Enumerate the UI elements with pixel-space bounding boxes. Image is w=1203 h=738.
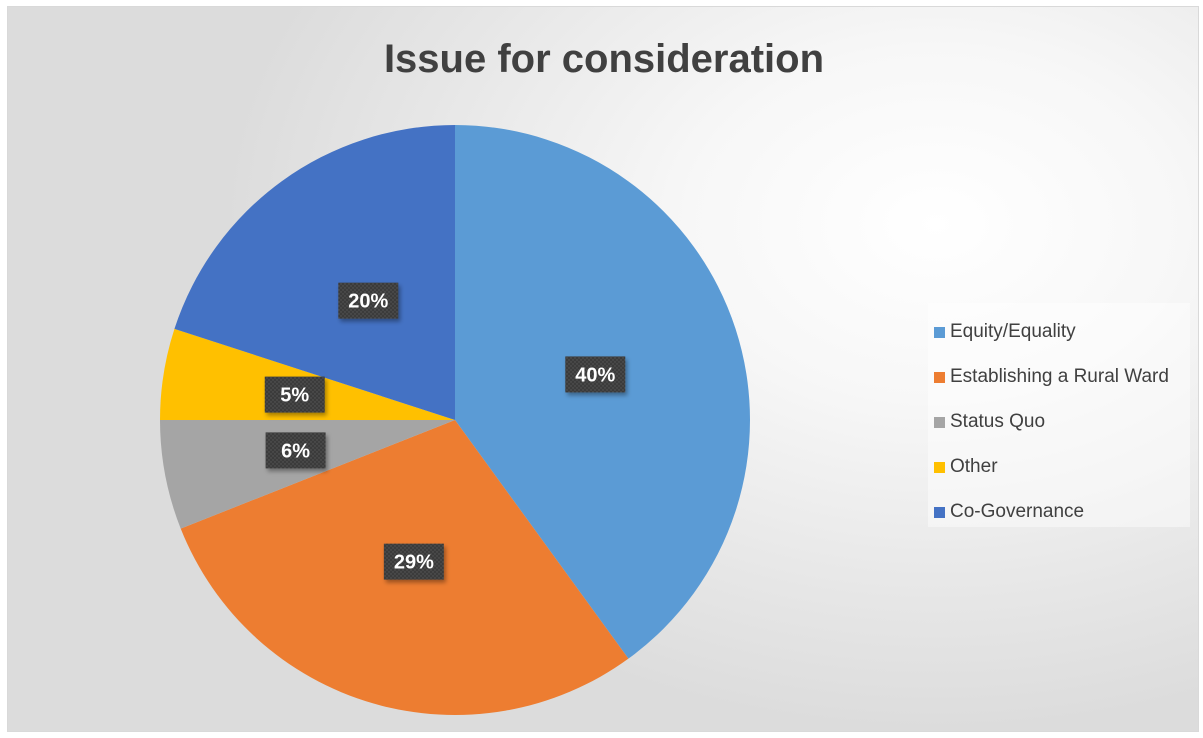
legend-label: Status Quo [950,411,1045,433]
data-label-text: 5% [280,385,309,407]
legend-item: Establishing a Rural Ward [934,366,1169,388]
data-label: 40% [565,356,625,392]
data-label-text: 40% [575,364,615,386]
legend-swatch [934,372,945,383]
data-label: 6% [266,432,326,468]
data-label-text: 6% [281,440,310,462]
legend-item: Equity/Equality [934,321,1076,343]
data-label-text: 29% [394,552,434,574]
legend-swatch [934,507,945,518]
legend-swatch [934,327,945,338]
data-label: 29% [384,544,444,580]
legend-item: Co-Governance [934,501,1084,523]
chart-area: Issue for consideration 40% 29% 6% 5% 20% Eq… [7,6,1199,732]
data-label: 20% [338,283,398,319]
legend-item: Other [934,456,998,478]
data-label: 5% [265,377,325,413]
data-label-text: 20% [348,291,388,313]
legend-label: Establishing a Rural Ward [950,366,1169,388]
legend-label: Co-Governance [950,501,1084,523]
legend-label: Other [950,456,998,478]
legend-item: Status Quo [934,411,1045,433]
legend-swatch [934,417,945,428]
legend: Equity/Equality Establishing a Rural Ward… [928,303,1190,527]
legend-swatch [934,462,945,473]
legend-label: Equity/Equality [950,321,1076,343]
